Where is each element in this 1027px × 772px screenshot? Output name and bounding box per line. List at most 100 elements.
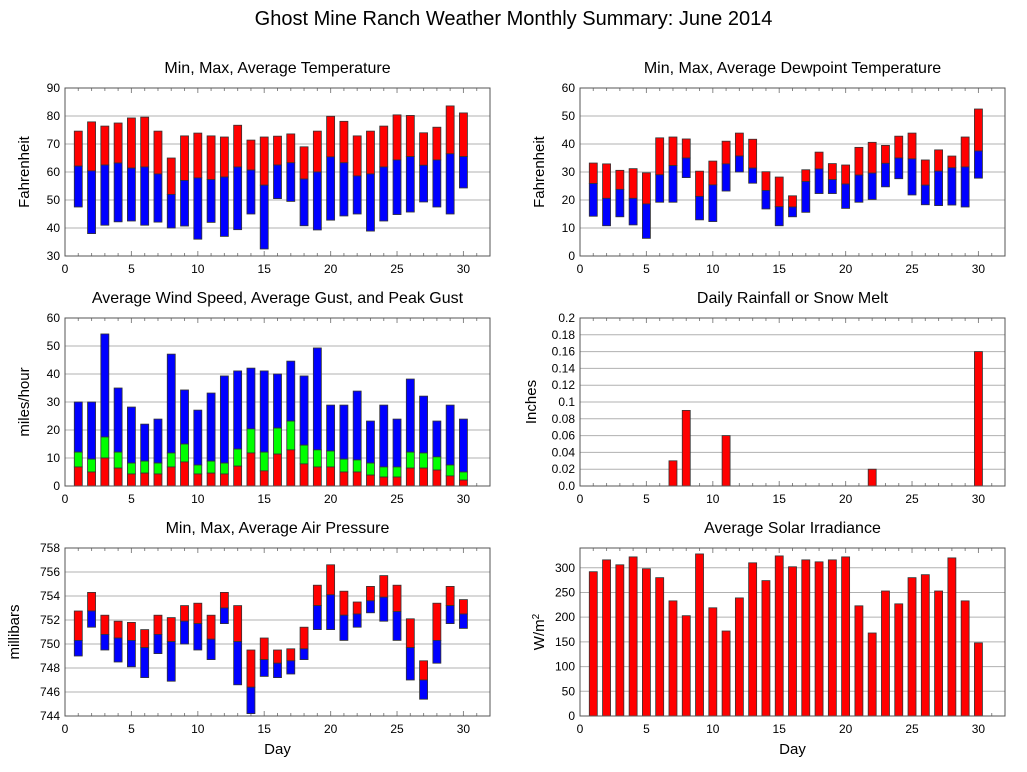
bar-peak-gust [432,420,442,458]
bar-avg-gust [87,458,96,473]
x-tick-label: 5 [643,262,650,276]
y-tick-label: 50 [562,684,576,698]
bar-min [206,638,216,661]
bar-avg-gust [445,464,455,477]
y-tick-label: 0.16 [552,345,576,359]
bar-avg-wind [405,467,415,487]
x-tick-label: 25 [390,492,404,506]
x-tick-label: 25 [905,722,919,736]
bar-min [445,605,455,624]
chart-title: Min, Max, Average Air Pressure [166,520,390,537]
bar-value [960,600,970,717]
bar-peak-gust [419,395,428,454]
bar-max [405,115,415,158]
bar-min [432,640,442,664]
bar-max [392,584,402,613]
bar-max [259,637,269,661]
y-tick-label: 0.18 [552,328,576,342]
bar-max [206,614,216,640]
bar-avg-wind [259,470,269,487]
bar-min [748,167,758,184]
bar-min [734,155,744,173]
bar-value [867,632,877,717]
bar-max [166,617,176,642]
y-tick-label: 746 [40,685,60,699]
y-tick-label: 10 [47,451,61,465]
bar-avg-gust [286,420,296,451]
x-tick-label: 20 [324,722,338,736]
bar-max [140,116,150,168]
bar-avg-gust [166,452,176,468]
bar-max [445,105,455,155]
bar-avg-wind [127,473,136,487]
bar-avg-wind [459,479,468,487]
bar-max [113,122,123,164]
y-tick-label: 0.08 [552,412,576,426]
bar-max [642,172,651,205]
bar-value [655,577,665,717]
bar-avg-wind [312,466,322,487]
bar-avg-gust [113,451,123,469]
bar-peak-gust [339,404,349,460]
bar-avg-gust [299,444,309,465]
bar-min [193,623,203,651]
bar-max [259,136,269,186]
y-tick-label: 744 [40,709,60,723]
bar-avg-gust [259,451,269,472]
bar-min [366,600,375,614]
bar-value [854,605,864,717]
bar-value [681,409,691,487]
bar-value [748,562,758,717]
y-tick-label: 754 [40,589,60,603]
bar-avg-wind [73,466,83,487]
y-tick-label: 90 [47,81,61,95]
y-axis-label: millibars [6,604,23,659]
y-axis-label: miles/hour [16,367,33,436]
bar-min [588,183,598,217]
bar-max [100,125,110,166]
bar-avg-gust [73,451,83,468]
y-tick-label: 0.04 [552,445,576,459]
bar-min [219,607,229,624]
bar-min [841,183,851,209]
bar-peak-gust [87,401,96,460]
bar-value [668,460,678,487]
x-tick-label: 25 [390,262,404,276]
bar-peak-gust [100,333,110,438]
bar-min [974,150,983,179]
bar-max [286,648,296,662]
bar-min [206,179,216,223]
y-tick-label: 0.14 [552,361,576,375]
bar-value [934,590,943,717]
bar-max [432,602,442,641]
y-tick-label: 40 [47,221,61,235]
bar-min [286,660,296,675]
bar-max [774,176,784,208]
bar-avg-wind [113,467,123,487]
bar-max [100,614,110,635]
chart-dewpoint: Min, Max, Average Dewpoint Temperature 0 1… [531,60,1006,276]
bar-max [87,592,96,612]
bar-value [814,561,824,717]
bar-min [774,206,784,227]
chart-temperature: Min, Max, Average Temperature30405060708… [16,60,491,276]
y-tick-label: 40 [562,137,576,151]
bar-max [73,130,83,167]
bar-avg-gust [193,464,203,475]
x-tick-label: 0 [577,262,584,276]
bar-max [419,660,428,681]
bar-avg-wind [326,466,336,487]
x-tick-label: 0 [62,492,69,506]
bar-max [299,146,309,180]
y-tick-label: 50 [47,193,61,207]
bar-max [379,125,389,168]
bar-avg-gust [352,459,362,473]
x-tick-label: 5 [643,722,650,736]
bar-max [273,649,282,664]
x-tick-label: 0 [62,722,69,736]
x-tick-label: 0 [577,492,584,506]
bar-min [459,613,468,629]
x-tick-label: 10 [706,262,720,276]
bar-min [87,170,96,235]
bar-value [881,590,890,717]
